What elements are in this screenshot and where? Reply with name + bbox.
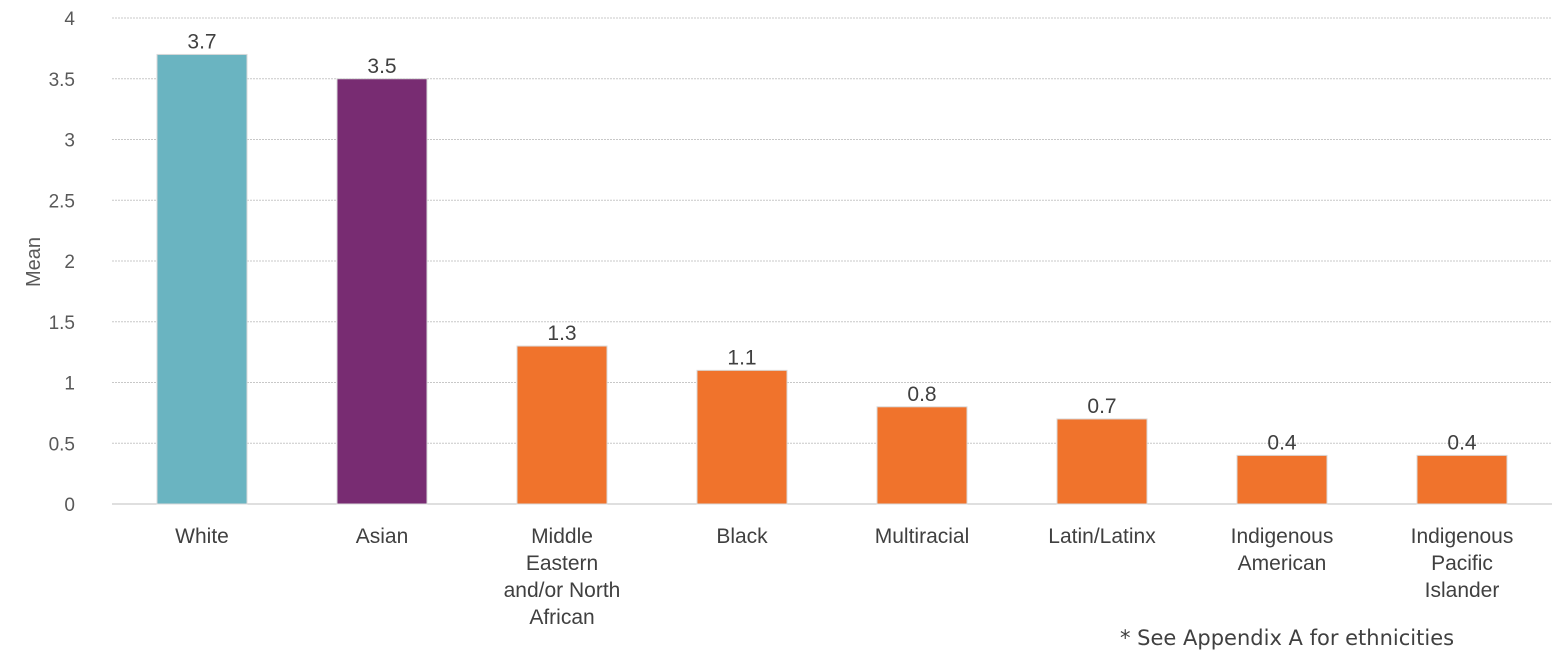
y-tick-label: 3: [64, 131, 75, 152]
bar: [516, 345, 608, 505]
x-axis-labels: White Asian Middle Eastern and/or North Afric…: [175, 525, 1513, 629]
data-label: 1.1: [727, 346, 756, 369]
data-label: 0.4: [1267, 431, 1297, 454]
x-tick-label: Latin/Latinx: [1048, 525, 1156, 548]
y-tick-label: 4: [64, 9, 75, 30]
bar: [1056, 418, 1148, 505]
x-tick-label: Indigenous: [1231, 525, 1334, 548]
y-tick-label: 0: [64, 495, 75, 516]
data-label: 3.5: [367, 55, 396, 78]
bar: [1416, 454, 1508, 505]
data-label: 3.7: [187, 30, 216, 53]
value-labels: 3.7 3.5 1.3 1.1 0.8 0.7 0.4 0.4: [187, 30, 1477, 454]
data-label: 0.7: [1087, 395, 1116, 418]
x-tick-label: Black: [716, 525, 768, 548]
y-tick-label: 1.5: [49, 313, 75, 334]
x-tick-label: Middle: [531, 525, 593, 548]
gridlines: [112, 17, 1552, 505]
bar: [876, 406, 968, 505]
x-tick-label: and/or North: [504, 579, 621, 602]
data-label: 0.4: [1447, 431, 1477, 454]
y-tick-label: 2: [64, 252, 75, 273]
bars: [156, 53, 1508, 505]
x-tick-label: White: [175, 525, 229, 548]
y-tick-label: 0.5: [49, 434, 75, 455]
x-tick-label: Multiracial: [875, 525, 970, 548]
x-tick-label: Asian: [356, 525, 409, 548]
y-tick-label: 1: [64, 374, 75, 395]
bar: [336, 78, 428, 505]
y-tick-label: 2.5: [49, 191, 75, 212]
x-tick-label: Pacific: [1431, 552, 1493, 575]
y-axis-label: Mean: [23, 237, 45, 287]
x-tick-label: African: [529, 606, 594, 629]
bar: [1236, 454, 1328, 505]
bar: [696, 369, 788, 505]
data-label: 0.8: [907, 383, 936, 406]
y-tick-label: 3.5: [49, 70, 75, 91]
footnote: * See Appendix A for ethnicities: [1120, 626, 1455, 650]
y-axis-ticks: 0 0.5 1 1.5 2 2.5 3 3.5 4: [49, 9, 76, 516]
x-tick-label: American: [1238, 552, 1327, 575]
bar: [156, 53, 248, 505]
data-label: 1.3: [547, 322, 576, 345]
x-tick-label: Islander: [1425, 579, 1500, 602]
x-tick-label: Eastern: [526, 552, 598, 575]
x-tick-label: Indigenous: [1411, 525, 1514, 548]
